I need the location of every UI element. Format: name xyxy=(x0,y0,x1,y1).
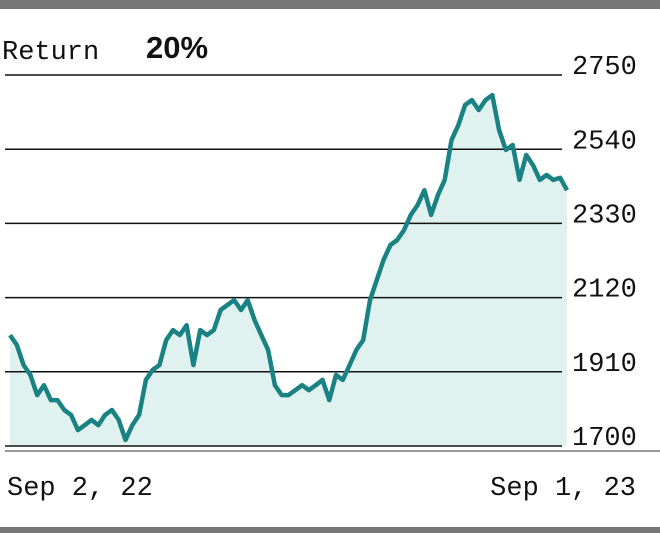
line xyxy=(8,92,569,443)
y-tick-label: 2120 xyxy=(572,276,637,306)
chart-subtitle: 20% xyxy=(146,30,208,65)
x-tick-label: Sep 1, 23 xyxy=(490,474,636,504)
y-tick-label: 2540 xyxy=(572,127,637,157)
top-bar xyxy=(0,0,660,9)
chart-title: Return xyxy=(2,38,99,68)
y-tick-label: 2750 xyxy=(572,53,637,83)
y-tick-label: 2330 xyxy=(572,202,637,232)
y-tick-label: 1910 xyxy=(572,350,637,380)
area xyxy=(10,95,567,446)
bottom-bar xyxy=(0,527,660,533)
x-tick-label: Sep 2, 22 xyxy=(7,474,153,504)
y-tick-label: 1700 xyxy=(572,424,637,454)
